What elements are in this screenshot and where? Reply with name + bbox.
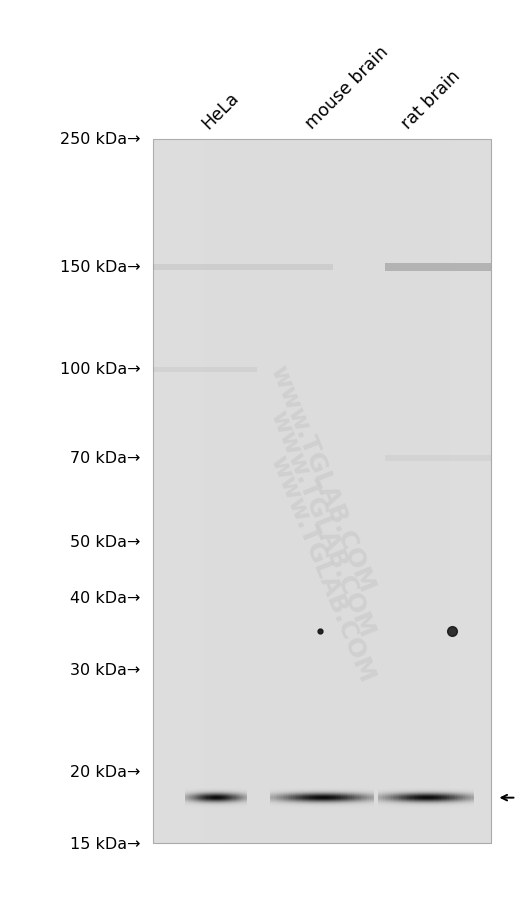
Bar [213,140,221,843]
Bar [407,140,415,843]
Bar [314,140,322,843]
Bar [385,264,491,272]
Text: 250 kDa→: 250 kDa→ [60,133,140,147]
Bar [255,140,263,843]
Text: 70 kDa→: 70 kDa→ [70,451,140,465]
Bar [466,140,475,843]
Bar [305,140,314,843]
Bar [162,140,170,843]
Text: www.TGLAB.COM: www.TGLAB.COM [266,406,379,640]
Text: www.TGLAB.COM: www.TGLAB.COM [266,451,379,686]
Bar [398,140,407,843]
Text: 150 kDa→: 150 kDa→ [60,260,140,275]
Bar [280,140,289,843]
Bar [356,140,365,843]
Bar [153,140,491,843]
Bar [474,140,483,843]
Bar [238,140,246,843]
Text: HeLa: HeLa [198,88,242,133]
Bar [373,140,382,843]
Bar [221,140,229,843]
Bar [440,140,449,843]
Bar [153,265,333,272]
Bar [348,140,356,843]
Bar [390,140,398,843]
Text: 40 kDa→: 40 kDa→ [70,591,140,605]
Bar [263,140,271,843]
Text: 100 kDa→: 100 kDa→ [60,362,140,376]
Bar [449,140,458,843]
Bar [229,140,238,843]
Bar [385,456,491,462]
Bar [432,140,440,843]
Bar [196,140,204,843]
Bar [365,140,373,843]
Text: www.TGLAB.COM: www.TGLAB.COM [266,361,379,595]
Bar [170,140,179,843]
Bar [415,140,424,843]
Bar [271,140,280,843]
Bar [153,367,257,373]
Bar [424,140,432,843]
Bar [483,140,491,843]
Bar [179,140,187,843]
Bar [246,140,255,843]
Bar [153,140,162,843]
Bar [340,140,348,843]
Bar [289,140,297,843]
Bar [322,140,331,843]
Bar [297,140,305,843]
Bar [382,140,390,843]
Text: 15 kDa→: 15 kDa→ [70,836,140,851]
Bar [187,140,196,843]
Text: rat brain: rat brain [398,67,464,133]
Text: 50 kDa→: 50 kDa→ [70,535,140,550]
Text: 20 kDa→: 20 kDa→ [70,764,140,779]
Bar [331,140,339,843]
Text: 30 kDa→: 30 kDa→ [70,663,140,677]
Bar [204,140,213,843]
Bar [458,140,466,843]
Text: mouse brain: mouse brain [302,42,392,133]
